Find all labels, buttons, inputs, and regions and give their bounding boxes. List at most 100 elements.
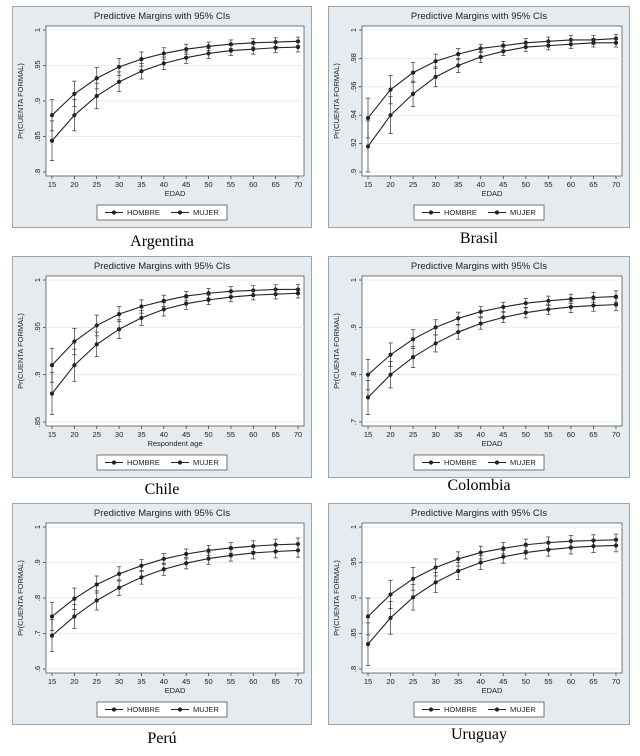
y-tick-label: .8 bbox=[349, 372, 358, 378]
data-point bbox=[365, 614, 371, 619]
x-tick-label: 35 bbox=[137, 677, 145, 686]
legend-label-mujer: MUJER bbox=[193, 458, 219, 467]
data-point bbox=[206, 297, 211, 302]
y-tick-label: .6 bbox=[33, 666, 42, 672]
x-tick-label: 65 bbox=[271, 180, 279, 189]
series-mujer bbox=[49, 41, 301, 161]
x-tick-label: 45 bbox=[499, 180, 507, 189]
data-point bbox=[94, 323, 99, 328]
data-point bbox=[184, 301, 189, 306]
data-point bbox=[478, 46, 483, 51]
data-point bbox=[295, 548, 301, 553]
legend: HOMBRE MUJER bbox=[96, 701, 228, 718]
legend-box bbox=[413, 204, 545, 221]
data-point bbox=[388, 113, 393, 118]
x-tick-label: 25 bbox=[409, 677, 417, 686]
x-tick-label: 60 bbox=[249, 180, 257, 189]
series-line bbox=[51, 549, 299, 637]
data-point bbox=[388, 372, 393, 377]
series-line bbox=[51, 292, 299, 394]
data-point bbox=[365, 642, 371, 647]
series-line bbox=[367, 544, 617, 645]
x-tick-label: 25 bbox=[409, 430, 417, 439]
x-tick-label: 70 bbox=[612, 677, 620, 686]
x-tick-label: 30 bbox=[115, 430, 123, 439]
data-point bbox=[365, 144, 371, 149]
x-tick-label: 65 bbox=[271, 430, 279, 439]
data-point bbox=[206, 548, 211, 553]
series-mujer bbox=[365, 38, 619, 173]
y-tick-label: 1 bbox=[33, 28, 42, 32]
data-point bbox=[546, 298, 551, 303]
x-tick-label: 50 bbox=[522, 430, 530, 439]
series-mujer bbox=[365, 298, 619, 415]
x-axis-label: EDAD bbox=[482, 686, 503, 695]
data-point bbox=[116, 79, 122, 84]
legend-box bbox=[96, 454, 228, 471]
y-tick-label: .95 bbox=[33, 60, 42, 70]
data-point bbox=[139, 563, 144, 568]
legend-label-mujer: MUJER bbox=[193, 705, 219, 714]
y-tick-label: .85 bbox=[349, 628, 358, 638]
x-tick-label: 30 bbox=[431, 180, 439, 189]
data-point bbox=[94, 342, 99, 347]
x-tick-label: 40 bbox=[160, 180, 168, 189]
data-point bbox=[456, 52, 461, 57]
data-point bbox=[273, 549, 278, 554]
data-point bbox=[206, 291, 211, 296]
legend-marker bbox=[428, 460, 434, 465]
x-axis-label: EDAD bbox=[165, 686, 186, 695]
x-tick-label: 30 bbox=[431, 430, 439, 439]
country-caption: Chile bbox=[144, 481, 180, 498]
y-tick-label: .94 bbox=[349, 110, 358, 120]
x-tick-label: 60 bbox=[249, 430, 257, 439]
data-point bbox=[139, 575, 144, 580]
legend-label-hombre: HOMBRE bbox=[127, 208, 160, 217]
x-axis-label: EDAD bbox=[165, 189, 186, 198]
series-line bbox=[367, 539, 617, 617]
data-point bbox=[501, 554, 506, 559]
x-tick-label: 55 bbox=[544, 677, 552, 686]
legend-marker bbox=[111, 460, 117, 465]
y-tick-label: 1 bbox=[33, 278, 42, 282]
data-point bbox=[94, 582, 99, 587]
y-tick-label: .9 bbox=[33, 372, 42, 378]
data-point bbox=[228, 42, 234, 47]
y-tick-label: 1 bbox=[349, 28, 358, 32]
data-point bbox=[94, 598, 99, 603]
data-point bbox=[228, 553, 234, 558]
data-point bbox=[591, 40, 596, 45]
x-axis-label: EDAD bbox=[482, 189, 503, 198]
data-point bbox=[410, 337, 416, 342]
data-point bbox=[184, 55, 189, 60]
data-point bbox=[568, 304, 574, 310]
data-point bbox=[546, 307, 551, 312]
x-tick-label: 50 bbox=[204, 430, 212, 439]
data-point bbox=[456, 556, 461, 562]
x-tick-label: 70 bbox=[294, 677, 302, 686]
x-tick-label: 60 bbox=[567, 677, 575, 686]
data-point bbox=[49, 633, 55, 638]
chart-svg: Predictive Margins with 95% CIs .8 .85 .9 .9… bbox=[12, 6, 312, 228]
x-tick-label: 55 bbox=[227, 180, 235, 189]
x-tick-label: 30 bbox=[115, 180, 123, 189]
series-mujer bbox=[365, 538, 619, 666]
data-point bbox=[478, 560, 483, 565]
x-tick-label: 45 bbox=[182, 180, 190, 189]
data-point bbox=[161, 298, 166, 303]
data-point bbox=[546, 547, 551, 552]
legend-label-hombre: HOMBRE bbox=[444, 208, 477, 217]
data-point bbox=[388, 592, 393, 597]
data-point bbox=[251, 550, 256, 556]
x-tick-label: 40 bbox=[477, 430, 485, 439]
series-line bbox=[367, 296, 617, 376]
data-point bbox=[161, 567, 166, 572]
data-point bbox=[139, 315, 144, 320]
y-tick-label: .9 bbox=[33, 559, 42, 565]
x-tick-label: 55 bbox=[544, 430, 552, 439]
x-tick-label: 70 bbox=[294, 430, 302, 439]
chart-title: Predictive Margins with 95% CIs bbox=[94, 261, 230, 272]
series-line bbox=[51, 46, 299, 142]
x-axis-label: Respondent age bbox=[147, 439, 202, 448]
y-axis-label: Pr(CUENTA FORMAL) bbox=[332, 63, 341, 139]
